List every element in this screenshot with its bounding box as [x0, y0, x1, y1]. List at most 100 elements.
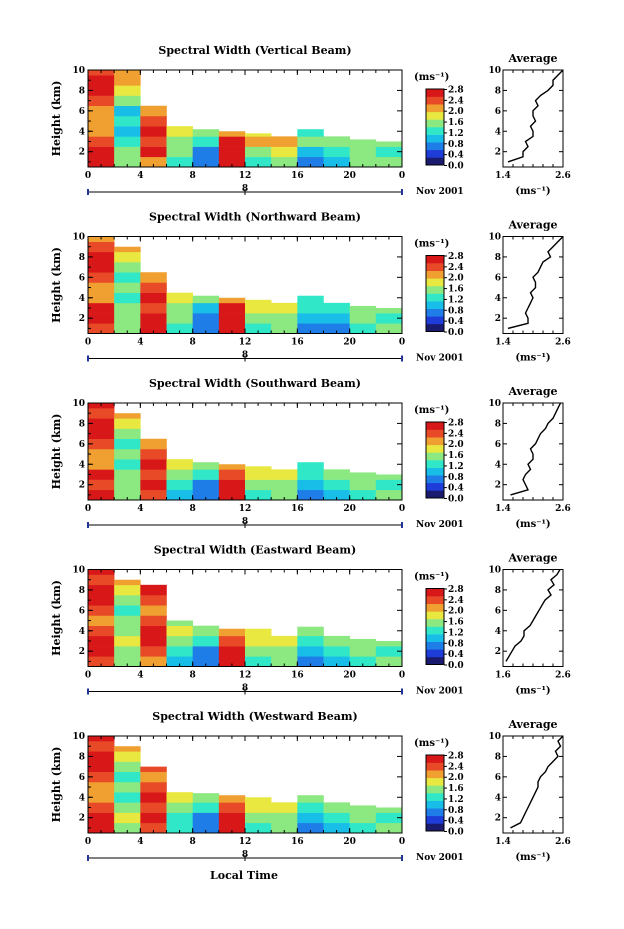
heatmap-cell	[114, 313, 141, 324]
y-axis-label: Height (km)	[50, 81, 63, 157]
colorbar-swatch	[426, 452, 444, 461]
heatmap-cell	[245, 802, 272, 813]
heatmap-cell	[375, 822, 403, 834]
y-axis-label: Height (km)	[50, 747, 63, 823]
day-marker-label: 8	[242, 684, 248, 694]
average-title: Average	[507, 219, 557, 232]
colorbar-swatch	[426, 293, 444, 302]
heatmap-cell	[245, 133, 272, 137]
colorbar-tick-label: 0.8	[448, 306, 464, 316]
y-tick-label: 10	[72, 732, 85, 742]
heatmap-cell	[192, 136, 220, 147]
colorbar-tick-label: 2.8	[448, 752, 464, 762]
heatmap-cell	[375, 479, 403, 491]
heatmap-cell	[218, 302, 246, 314]
heatmap-cell	[88, 85, 115, 96]
heatmap-cell	[140, 489, 167, 501]
colorbar-swatch	[426, 755, 444, 763]
avg-y-tick-label: 6	[495, 773, 501, 783]
heatmap-cell	[166, 802, 193, 813]
colorbar-swatch	[426, 611, 444, 620]
heatmap-cell	[140, 136, 167, 147]
heatmap-cell	[271, 802, 298, 813]
heatmap-cell	[245, 628, 272, 637]
avg-x-tick-label: 2.6	[555, 504, 571, 514]
heatmap-cell	[271, 822, 298, 834]
heatmap-cell	[88, 479, 115, 491]
avg-x-tick-label: 1.4	[495, 338, 511, 348]
heatmap-cell	[88, 595, 115, 606]
avg-y-tick-label: 6	[495, 273, 501, 283]
heatmap-cell	[192, 646, 220, 657]
heatmap-cell	[114, 136, 141, 147]
x-tick-label: 0	[399, 837, 405, 847]
heatmap-cell	[114, 781, 141, 793]
avg-y-tick-label: 8	[495, 419, 501, 429]
colorbar-swatch	[426, 603, 444, 612]
heatmap-cell	[166, 136, 193, 147]
heatmap-cell	[114, 95, 141, 107]
heatmap-cell	[114, 605, 141, 616]
avg-x-tick-label: 2.6	[555, 171, 571, 181]
x-tick-label: 0	[85, 504, 91, 514]
heatmap-cell	[114, 85, 141, 96]
heatmap-cell	[88, 95, 115, 107]
avg-y-tick-label: 10	[488, 566, 501, 576]
heatmap-cell	[88, 438, 115, 450]
heatmap-cell	[88, 751, 115, 762]
heatmap-cell	[88, 75, 115, 86]
heatmap-cell	[218, 146, 246, 158]
x-tick-label: 20	[343, 837, 356, 847]
x-tick-label: 20	[343, 671, 356, 681]
y-tick-label: 6	[79, 107, 85, 117]
heatmap-cell	[140, 479, 167, 491]
heatmap-cell	[88, 156, 115, 168]
y-tick-label: 4	[79, 294, 85, 304]
y-tick-label: 8	[79, 586, 85, 596]
heatmap-cell	[140, 469, 167, 480]
colorbar-tick-label: 0.0	[448, 328, 464, 338]
colorbar-tick-label: 1.2	[448, 129, 464, 139]
colorbar-frame	[425, 255, 445, 332]
heatmap-cell	[114, 459, 141, 470]
x-tick-label: 12	[239, 171, 252, 181]
colorbar-swatch	[426, 793, 444, 801]
heatmap-cell	[166, 156, 193, 168]
x-tick-label: 8	[190, 837, 196, 847]
y-tick-label: 6	[79, 606, 85, 616]
y-axis-label: Height (km)	[50, 580, 63, 656]
heatmap-cell	[140, 766, 167, 773]
colorbar-swatch	[426, 119, 444, 128]
colorbar-swatch	[426, 482, 444, 491]
heatmap-cell	[114, 262, 141, 273]
heatmap-cell	[218, 802, 246, 813]
heatmap-cell	[245, 489, 272, 501]
heatmap-cell	[218, 489, 246, 501]
heatmap-cell	[349, 812, 377, 824]
average-profile-line	[507, 236, 564, 330]
heatmap-cell	[88, 822, 115, 834]
heatmap-cell	[297, 462, 324, 470]
heatmap-cell	[114, 615, 141, 626]
heatmap-cell	[271, 323, 298, 334]
colorbar-tick-label: 0.4	[448, 484, 464, 494]
heatmap-cell	[114, 418, 141, 429]
colorbar-tick-label: 0.4	[448, 151, 464, 161]
colorbar-tick-label: 0.4	[448, 317, 464, 327]
heatmap-cell	[88, 282, 115, 293]
colorbar-tick-label: 2.8	[448, 585, 464, 595]
heatmap-cell	[166, 469, 193, 480]
average-title: Average	[507, 52, 557, 65]
heatmap-cell	[166, 656, 193, 667]
colorbar-swatch	[426, 823, 444, 832]
heatmap-cell	[114, 579, 141, 586]
avg-x-axis-label: (ms⁻¹)	[515, 686, 550, 697]
colorbar-tick-label: 0.8	[448, 473, 464, 483]
heatmap-cell	[375, 323, 403, 334]
heatmap-cell	[218, 795, 246, 803]
heatmap-cell	[349, 638, 377, 647]
x-tick-label: 8	[190, 338, 196, 348]
colorbar-tick-label: 0.0	[448, 828, 464, 838]
colorbar-frame	[425, 588, 445, 665]
